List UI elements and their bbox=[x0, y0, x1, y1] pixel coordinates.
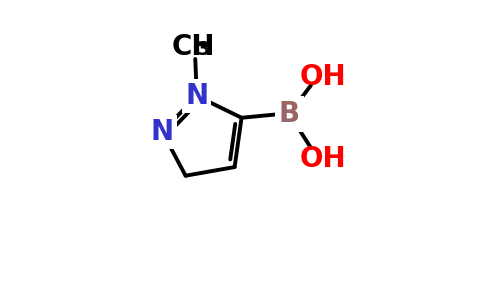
Text: CH: CH bbox=[171, 33, 215, 61]
Text: OH: OH bbox=[300, 145, 347, 172]
Text: N: N bbox=[185, 82, 209, 110]
Text: OH: OH bbox=[300, 63, 347, 91]
Text: 3: 3 bbox=[197, 40, 211, 59]
Text: B: B bbox=[279, 100, 300, 128]
Text: N: N bbox=[151, 118, 174, 146]
